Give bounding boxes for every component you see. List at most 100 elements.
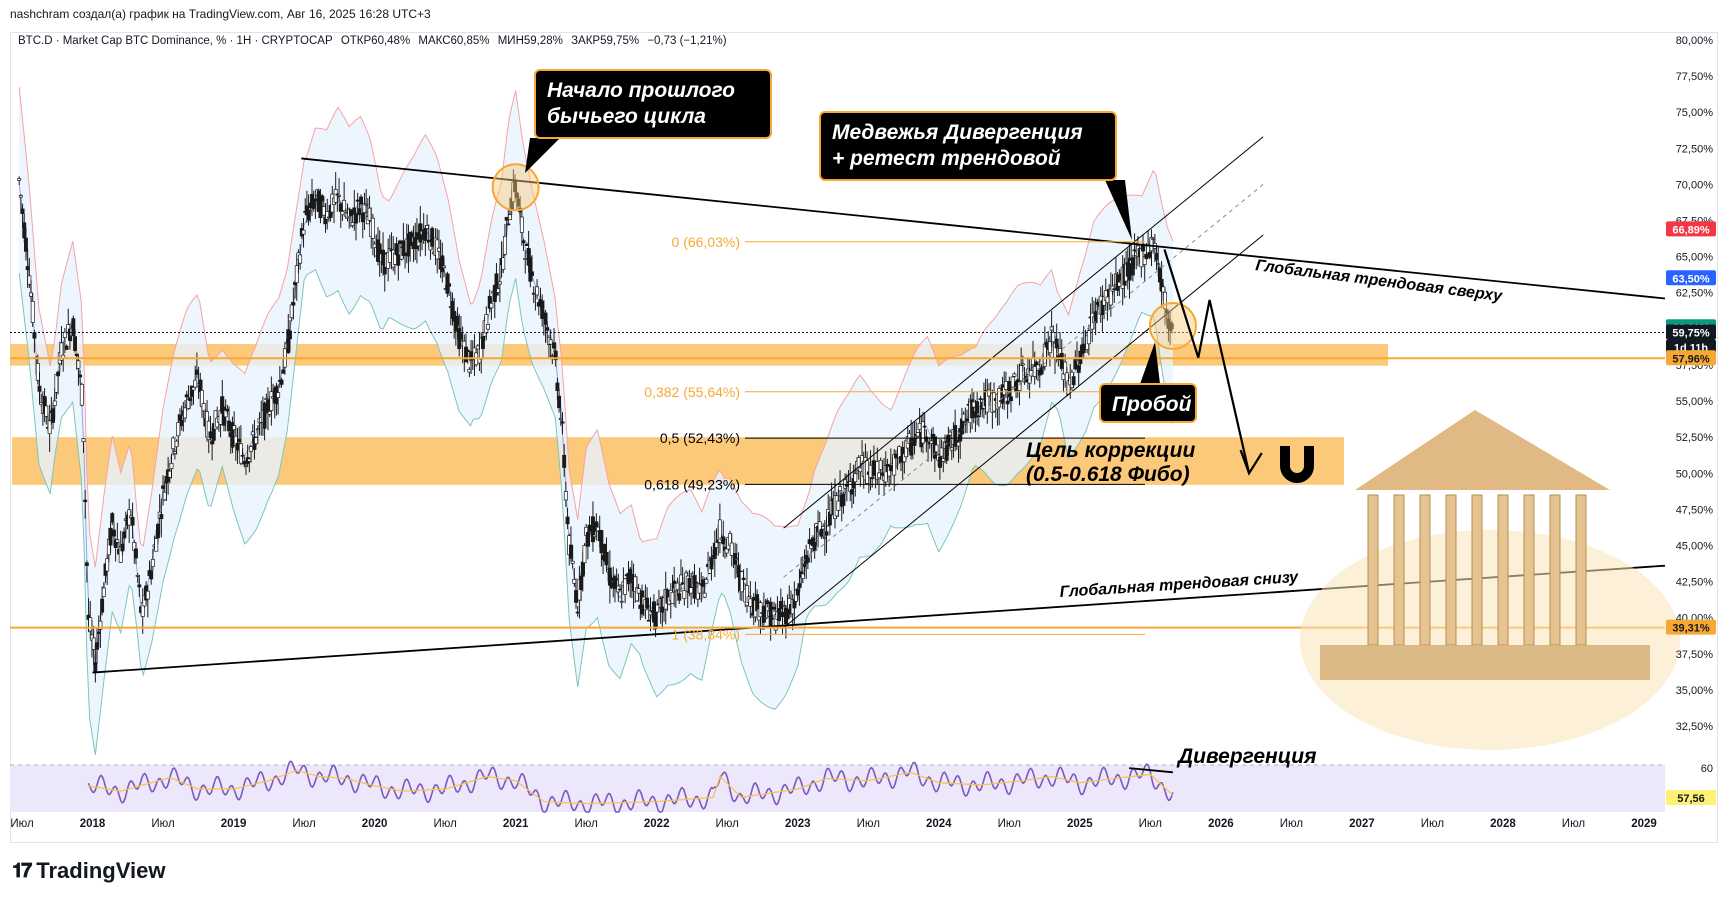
price-badge-label: 66,89% xyxy=(1672,224,1710,236)
candle-body xyxy=(78,374,83,378)
temple-column xyxy=(1497,494,1509,646)
candle-body xyxy=(172,451,177,454)
candle-body xyxy=(550,355,555,357)
candle-body xyxy=(225,408,230,412)
legend-close: ЗАКР59,75% xyxy=(571,35,640,47)
candle-body xyxy=(73,336,77,351)
x-tick-label: Июл xyxy=(1421,818,1444,830)
candle-body xyxy=(201,403,206,412)
candle-body xyxy=(281,369,286,374)
candle-body xyxy=(440,255,445,273)
legend-low: МИН59,28% xyxy=(497,35,563,47)
candle-body xyxy=(587,524,592,532)
rsi-badge xyxy=(1666,790,1716,805)
legend-symbol[interactable]: BTC.D · Market Cap BTC Dominance, % · 1H… xyxy=(18,35,333,47)
fib-level-label: 0,5 (52,43%) xyxy=(660,430,740,446)
candle-body xyxy=(636,588,641,594)
candle-body xyxy=(946,434,951,447)
candle-body xyxy=(992,392,997,412)
candle-body xyxy=(98,620,103,630)
x-tick-label: Июл xyxy=(1280,818,1303,830)
y-tick-label: 72,50% xyxy=(1676,143,1714,155)
candle-body xyxy=(504,216,509,221)
candle-body xyxy=(81,438,86,443)
tradingview-mark-icon: 𝟏𝟕 xyxy=(12,859,32,882)
candle-body xyxy=(535,286,540,296)
candle-body xyxy=(646,619,651,622)
annotation-bear-divergence-text: Медвежья Дивергенция xyxy=(832,121,1083,144)
candle-body xyxy=(30,301,35,323)
candle-body xyxy=(1147,251,1152,258)
candle-body xyxy=(614,578,619,581)
candle-body xyxy=(558,417,563,420)
annotation-prev-cycle-tail xyxy=(525,138,560,173)
x-tick-label: Июл xyxy=(1562,818,1585,830)
candle-body xyxy=(585,532,590,547)
candle-body xyxy=(953,425,958,447)
x-tick-label: 2027 xyxy=(1349,818,1375,830)
candle-body xyxy=(580,561,585,577)
y-tick-label: 42,50% xyxy=(1676,577,1714,589)
candle-body xyxy=(110,513,115,523)
candle-body xyxy=(645,597,650,609)
temple-illustration xyxy=(1300,410,1680,750)
candle-body xyxy=(670,591,675,604)
candle-body xyxy=(506,223,511,226)
candle-body xyxy=(563,491,568,501)
y-tick-label: 52,50% xyxy=(1676,432,1714,444)
candle-body xyxy=(965,418,969,422)
candle-body xyxy=(701,579,705,587)
candle-body xyxy=(508,214,512,221)
candle-body xyxy=(975,401,980,414)
candle-body xyxy=(1163,291,1167,309)
candle-body xyxy=(338,203,343,212)
candle-body xyxy=(1059,352,1064,369)
candle-body xyxy=(145,590,150,600)
candle-body xyxy=(704,579,709,584)
candle-body xyxy=(1093,311,1098,324)
x-tick-label: Июл xyxy=(433,818,456,830)
candle-body xyxy=(320,195,325,202)
annotation-breakout-box xyxy=(1099,383,1197,423)
candle-body xyxy=(612,576,617,589)
candle-body xyxy=(590,516,595,543)
candle-body xyxy=(924,436,929,442)
candle-body xyxy=(289,304,294,319)
candle-body xyxy=(741,577,746,581)
x-tick-label: Июл xyxy=(151,818,174,830)
candle-body xyxy=(23,237,28,252)
candle-body xyxy=(154,538,159,552)
candle-body xyxy=(237,438,242,442)
candle-body xyxy=(1007,381,1012,398)
candle-body xyxy=(875,461,880,480)
candle-body xyxy=(778,601,783,610)
candle-body xyxy=(758,602,763,618)
candle-body xyxy=(941,458,946,462)
candle-body xyxy=(761,605,766,623)
temple-column xyxy=(1419,494,1431,646)
candle-body xyxy=(162,491,167,501)
candle-body xyxy=(819,528,824,537)
annotation-bear-divergence-tail xyxy=(1105,180,1132,240)
magnet-body xyxy=(1280,452,1314,483)
candle-body xyxy=(922,425,927,428)
candle-body xyxy=(800,573,805,579)
candle-body xyxy=(452,310,457,322)
candle-body xyxy=(929,440,934,444)
tradingview-logo[interactable]: 𝟏𝟕 TradingView xyxy=(12,858,165,884)
temple-roof xyxy=(1355,410,1610,490)
y-tick-label: 47,50% xyxy=(1676,504,1714,516)
candle-body xyxy=(655,604,660,613)
candle-body xyxy=(729,542,734,556)
candle-body xyxy=(105,558,110,572)
candle-body xyxy=(937,456,942,468)
candle-body xyxy=(227,420,232,432)
candle-body xyxy=(96,631,101,634)
y-tick-label: 75,00% xyxy=(1676,107,1714,119)
candle-body xyxy=(1112,288,1117,291)
candle-body xyxy=(785,607,790,620)
candle-body xyxy=(763,617,768,619)
candle-body xyxy=(174,440,179,448)
temple-column xyxy=(1575,494,1587,646)
